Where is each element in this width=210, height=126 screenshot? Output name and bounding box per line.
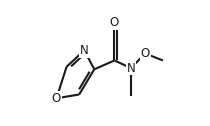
Text: N: N (80, 44, 89, 57)
Text: O: O (141, 47, 150, 60)
Text: O: O (110, 16, 119, 29)
Text: O: O (52, 92, 61, 105)
Text: N: N (126, 61, 135, 75)
